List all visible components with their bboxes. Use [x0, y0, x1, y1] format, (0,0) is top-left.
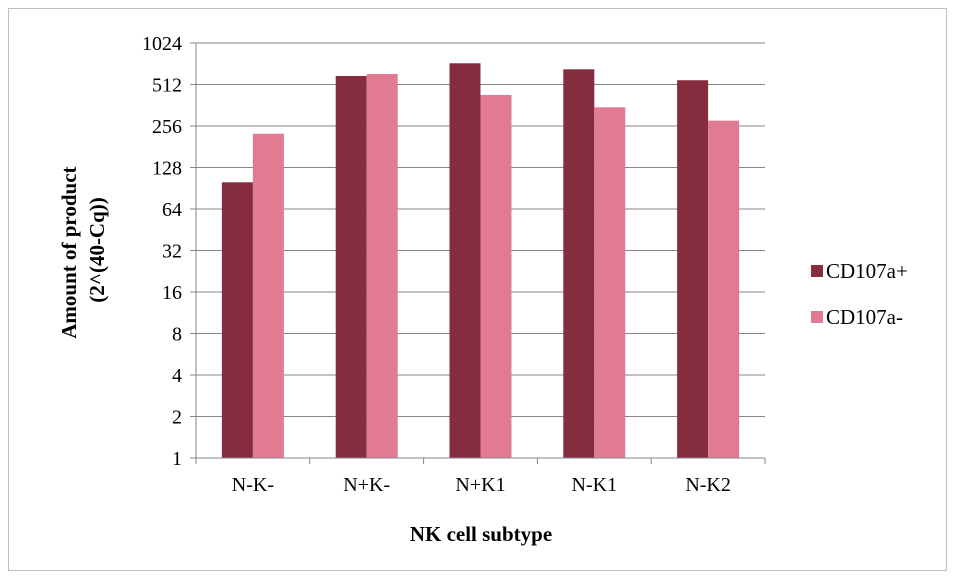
- x-tick-label-N-K1: N-K1: [572, 474, 618, 496]
- y-axis-title-line2: (2^(40-Cq)): [85, 197, 109, 303]
- bar-N+K1-CD107a+: [449, 63, 481, 458]
- legend-swatch-cd107a-plus: [811, 265, 823, 277]
- x-tick-label-N-K2: N-K2: [685, 474, 731, 496]
- x-tick-label-N+K1: N+K1: [455, 474, 505, 496]
- x-tick-label-N+K-: N+K-: [343, 474, 390, 496]
- bar-N-K2-CD107a+: [677, 80, 709, 458]
- legend-swatch-cd107a-minus: [811, 311, 823, 323]
- y-tick-label-4: 4: [172, 365, 182, 387]
- bar-N+K1-CD107a-: [480, 94, 512, 458]
- x-axis-title: NK cell subtype: [410, 522, 552, 546]
- bars: [221, 63, 740, 459]
- x-tick-label-N-K-: N-K-: [232, 474, 274, 496]
- y-tick-label-512: 512: [152, 75, 182, 97]
- bar-N-K2-CD107a-: [708, 120, 740, 458]
- y-tick-label-16: 16: [162, 282, 182, 304]
- bar-N+K--CD107a-: [366, 74, 398, 459]
- bar-N-K--CD107a-: [252, 133, 284, 458]
- legend-label-cd107a-plus: CD107a+: [826, 259, 908, 283]
- y-tick-label-256: 256: [152, 116, 182, 138]
- bar-N-K--CD107a+: [221, 182, 253, 458]
- y-tick-label-2: 2: [172, 407, 182, 429]
- y-tick-labels: 1 2 4 8 16 32 64 128 256 512 1024: [142, 33, 182, 470]
- y-tick-label-1: 1: [172, 448, 182, 470]
- legend-label-cd107a-minus: CD107a-: [826, 305, 903, 329]
- legend: CD107a+ CD107a-: [811, 259, 908, 329]
- y-tick-label-32: 32: [162, 241, 182, 263]
- bar-N-K1-CD107a-: [594, 107, 626, 458]
- y-axis-title: Amount of product (2^(40-Cq)): [57, 161, 109, 339]
- bar-N+K--CD107a+: [335, 76, 367, 458]
- y-tick-label-8: 8: [172, 324, 182, 346]
- y-tick-label-64: 64: [162, 199, 182, 221]
- axes: [190, 42, 766, 464]
- y-tick-label-1024: 1024: [142, 33, 182, 55]
- bar-N-K1-CD107a+: [563, 69, 595, 458]
- y-tick-label-128: 128: [152, 158, 182, 180]
- x-tick-labels: N-K- N+K- N+K1 N-K1 N-K2: [232, 474, 731, 496]
- y-axis-title-line1: Amount of product: [57, 166, 81, 338]
